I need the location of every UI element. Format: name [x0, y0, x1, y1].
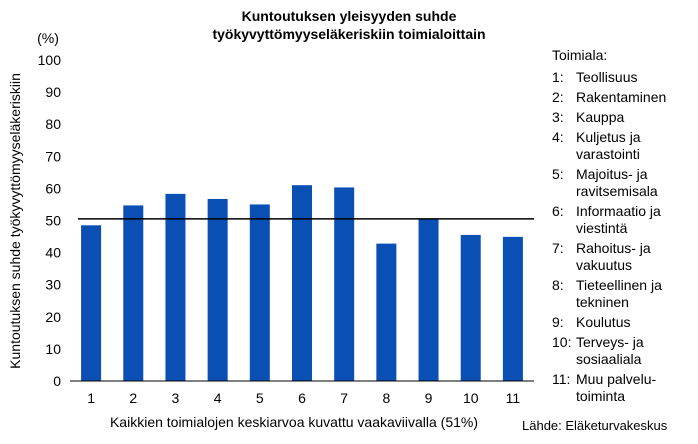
x-tick-label: 3: [172, 390, 180, 406]
legend-item-number: 1:: [552, 69, 564, 85]
y-tick-label: 100: [38, 52, 62, 68]
bar-8: [376, 243, 397, 381]
x-axis-label: Kaikkien toimialojen keskiarvoa kuvattu …: [110, 414, 478, 430]
legend-item-label: Teollisuus: [576, 69, 638, 85]
legend-item-number: 7:: [552, 240, 564, 256]
legend-item-number: 9:: [552, 314, 564, 330]
legend-item-number: 3:: [552, 109, 564, 125]
x-tick-label: 4: [214, 390, 222, 406]
x-tick-label: 1: [87, 390, 95, 406]
bar-1: [81, 225, 102, 381]
legend-item-number: 2:: [552, 89, 564, 105]
legend-item-label: Koulutus: [576, 314, 631, 330]
x-tick-label: 7: [340, 390, 348, 406]
bar-7: [334, 187, 355, 381]
y-tick-label: 30: [45, 277, 61, 293]
legend-title: Toimiala:: [552, 47, 608, 63]
legend-item: 7: Rahoitus- ja vakuutus: [552, 240, 698, 274]
bar-11: [502, 236, 523, 381]
legend-item: 1: Teollisuus: [552, 69, 698, 86]
bar-10: [460, 234, 481, 381]
y-axis-ticks: 0 10 20 30 40 50 60 70 80 90 100: [38, 52, 62, 389]
legend-item-label: Rakentaminen: [576, 89, 667, 105]
y-tick-label: 20: [45, 309, 61, 325]
x-tick-label: 6: [298, 390, 306, 406]
y-tick-label: 40: [45, 245, 61, 261]
legend-item: 8: Tieteellinen ja tekninen: [552, 277, 698, 311]
legend-item: 9: Koulutus: [552, 314, 698, 331]
x-tick-label: 8: [382, 390, 390, 406]
x-tick-label: 10: [463, 390, 479, 406]
legend-item-label: Rahoitus- ja vakuutus: [576, 240, 651, 273]
x-tick-label: 2: [129, 390, 137, 406]
bar-5: [249, 204, 270, 381]
y-axis-unit: (%): [37, 30, 59, 46]
y-tick-label: 60: [45, 180, 61, 196]
y-tick-label: 90: [45, 84, 61, 100]
legend-item-label: Terveys- ja sosiaaliala: [576, 334, 644, 367]
bar-3: [165, 193, 186, 381]
legend-item: 10: Terveys- ja sosiaaliala: [552, 334, 698, 368]
chart-title-line-1: Kuntoutuksen yleisyyden suhde: [242, 8, 457, 24]
legend-item-number: 4:: [552, 129, 564, 145]
bar-2: [123, 205, 144, 381]
y-tick-label: 0: [53, 373, 61, 389]
legend: Toimiala: 1: Teollisuus 2: Rakentaminen 3: Ka…: [552, 47, 698, 408]
bars: [81, 185, 523, 381]
legend-item: 2: Rakentaminen: [552, 89, 698, 106]
y-tick-label: 50: [45, 213, 61, 229]
legend-item-label: Kuljetus ja varastointi: [576, 129, 641, 162]
bar-9: [418, 218, 439, 381]
legend-item: 5: Majoitus- ja ravitsemisala: [552, 166, 698, 200]
legend-item-number: 11:: [552, 371, 571, 387]
x-tick-label: 9: [425, 390, 433, 406]
legend-item-label: Kauppa: [576, 109, 625, 125]
legend-item-label: Majoitus- ja ravitsemisala: [576, 166, 658, 199]
legend-item-label: Informaatio ja viestintä: [576, 203, 661, 236]
y-axis-label: Kuntoutuksen suhde työkyvyttömyyseläkeri…: [7, 73, 23, 369]
legend-items: 1: Teollisuus 2: Rakentaminen 3: Kauppa 4: Kulj…: [552, 69, 698, 405]
legend-item-number: 5:: [552, 166, 564, 182]
bar-6: [292, 185, 312, 381]
legend-item-number: 8:: [552, 277, 564, 293]
legend-item-number: 6:: [552, 203, 564, 219]
chart-title-line-2: työkyvyttömyyseläkeriskiin toimialoittai…: [212, 26, 485, 42]
y-tick-label: 10: [45, 341, 61, 357]
source-note: Lähde: Eläketurvakeskus: [522, 418, 668, 433]
legend-item: 11: Muu palvelu-toiminta: [552, 371, 698, 405]
legend-item-label: Muu palvelu-toiminta: [576, 371, 657, 404]
x-tick-label: 5: [256, 390, 264, 406]
legend-item-label: Tieteellinen ja tekninen: [576, 277, 662, 310]
legend-item: 4: Kuljetus ja varastointi: [552, 129, 698, 163]
legend-item: 6: Informaatio ja viestintä: [552, 203, 698, 237]
x-axis-ticks: 1 2 3 4 5 6 7 8 9 10 11: [87, 390, 520, 406]
x-tick-label: 11: [506, 390, 521, 406]
legend-item-number: 10:: [552, 334, 572, 350]
bar-4: [207, 198, 228, 381]
y-tick-label: 70: [45, 148, 61, 164]
y-tick-label: 80: [45, 116, 61, 132]
legend-item: 3: Kauppa: [552, 109, 698, 126]
